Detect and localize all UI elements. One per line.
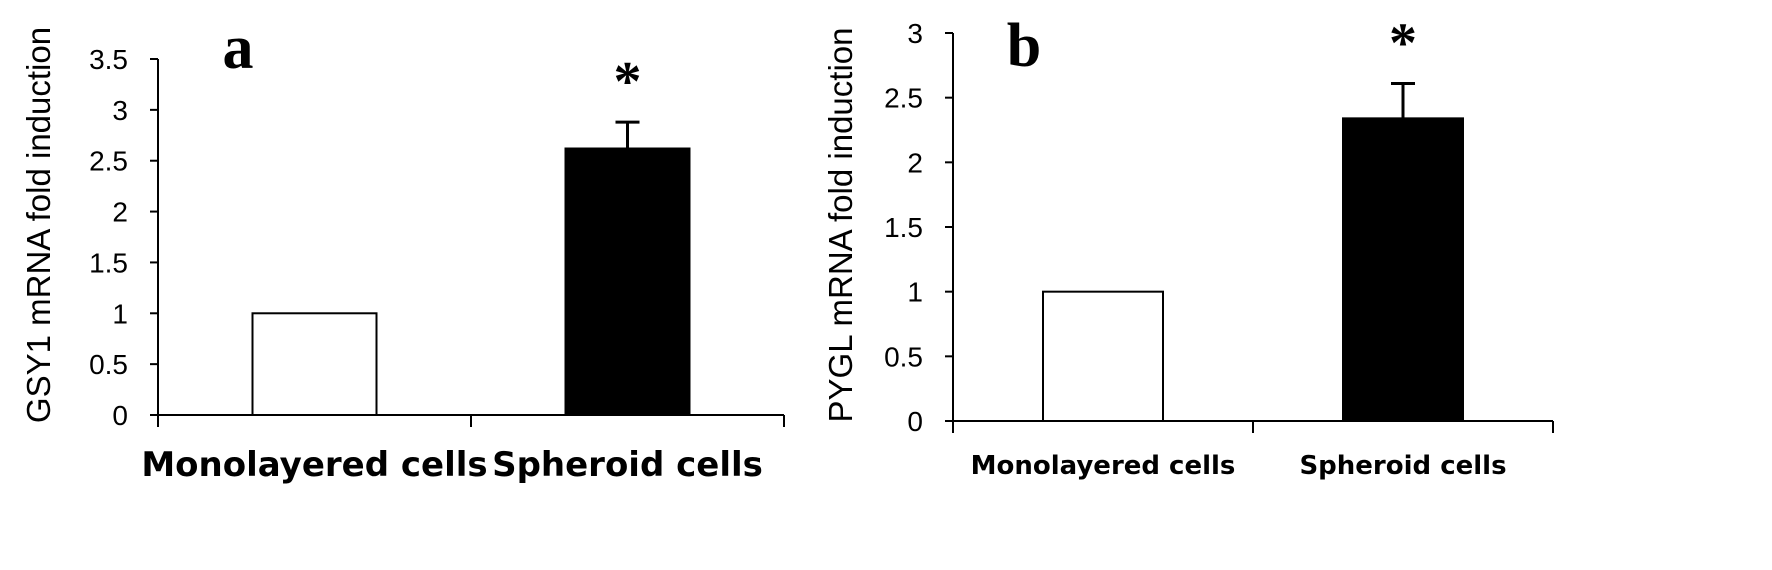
bar-spheroid bbox=[1342, 117, 1464, 423]
bar-monolayered bbox=[251, 312, 378, 416]
y-axis-title: GSY1 mRNA fold induction bbox=[20, 27, 57, 423]
y-tick-label: 3 bbox=[112, 95, 128, 126]
y-tick-label: 2.5 bbox=[884, 83, 923, 114]
y-tick-label: 2 bbox=[907, 147, 923, 178]
x-category-label: Spheroid cells bbox=[492, 445, 763, 485]
x-category-label: Spheroid cells bbox=[1299, 451, 1506, 481]
y-tick-label: 1.5 bbox=[884, 212, 923, 243]
bar-monolayered bbox=[1042, 290, 1164, 422]
significance-asterisk: * bbox=[1389, 12, 1417, 74]
chart-panel-b: 0 0.5 1 1.5 2 2.5 3 Monolayered cells * Spheroid … bbox=[822, 12, 1554, 481]
y-tick-label: 1 bbox=[907, 277, 923, 308]
panel-label: b bbox=[1007, 12, 1041, 80]
panel-label: a bbox=[223, 14, 254, 82]
y-tick-label: 1.5 bbox=[89, 247, 128, 278]
y-tick-label: 2 bbox=[112, 197, 128, 228]
x-category-label: Monolayered cells bbox=[141, 445, 487, 485]
y-axis-title: PYGL mRNA fold induction bbox=[822, 28, 859, 423]
y-tick-label: 2.5 bbox=[89, 146, 128, 177]
y-tick-label: 0.5 bbox=[884, 341, 923, 372]
y-tick-label: 1 bbox=[112, 298, 128, 329]
x-category-label: Monolayered cells bbox=[971, 451, 1236, 481]
y-tick-label: 0.5 bbox=[89, 349, 128, 380]
y-tick-label: 3 bbox=[907, 18, 923, 49]
significance-asterisk: * bbox=[614, 51, 642, 113]
bar-spheroid bbox=[564, 147, 691, 416]
y-tick-label: 3.5 bbox=[89, 44, 128, 75]
y-tick-label: 0 bbox=[907, 406, 923, 437]
y-tick-label: 0 bbox=[112, 400, 128, 431]
chart-panel-a: 0 0.5 1 1.5 2 2.5 3 3.5 Monolayered cells * Sphero… bbox=[20, 14, 785, 485]
